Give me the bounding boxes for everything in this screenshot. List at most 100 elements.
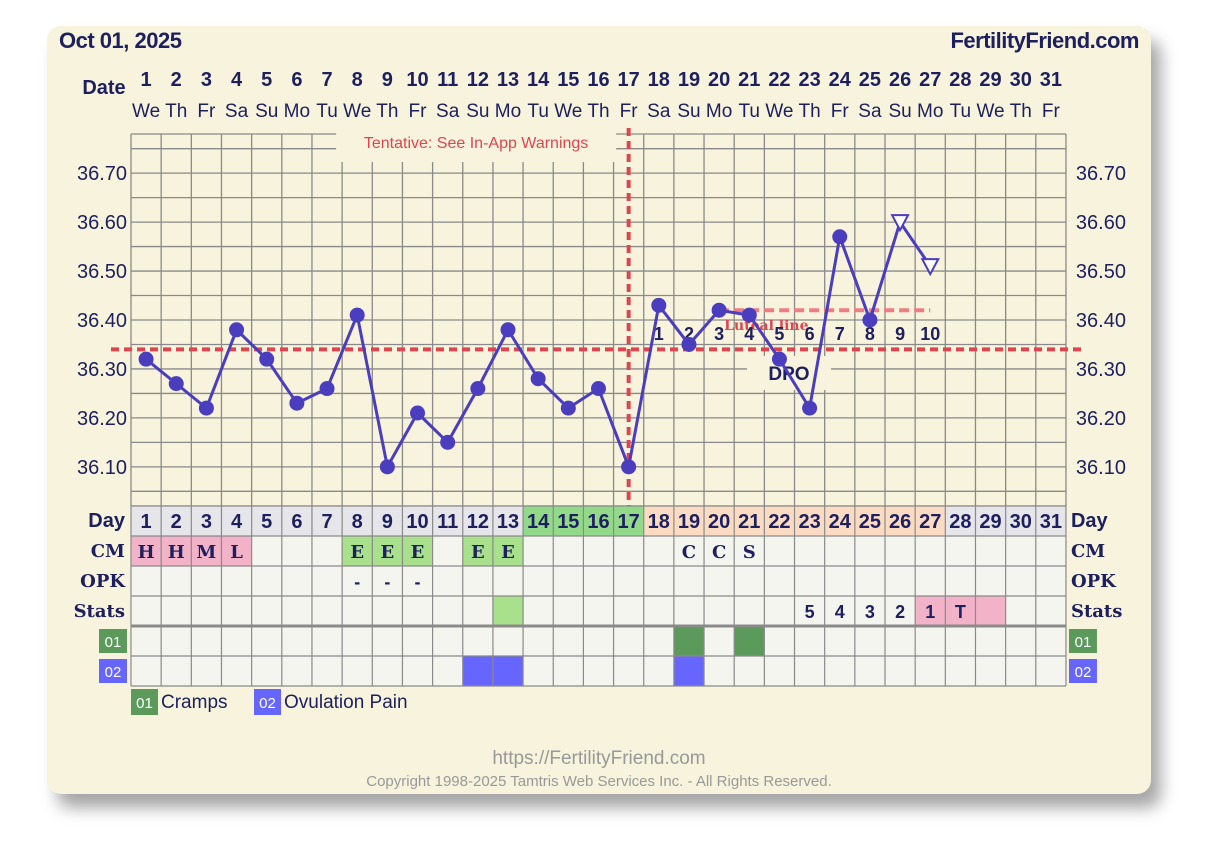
temperature-point <box>681 336 697 352</box>
weekday-label: Sa <box>647 101 671 122</box>
dpo-number: 3 <box>714 324 724 344</box>
row-label-left: OPK <box>80 571 126 592</box>
temperature-point <box>711 302 727 318</box>
weekday-label: We <box>976 101 1004 122</box>
day-cell <box>402 506 433 536</box>
date-number: 1 <box>141 69 152 91</box>
cm-cell <box>161 536 192 566</box>
day-cell <box>704 506 735 536</box>
row-bg <box>131 656 1066 686</box>
cm-value: C <box>682 542 696 563</box>
cycle-day-number: 4 <box>231 511 243 533</box>
cm-value: E <box>501 542 515 563</box>
weekday-label: Mo <box>284 101 310 122</box>
weekday-label: Tu <box>316 101 337 122</box>
day-cell <box>342 506 373 536</box>
date-number: 9 <box>382 69 393 91</box>
y-tick-right: 36.40 <box>1076 310 1126 332</box>
day-cell <box>1005 506 1036 536</box>
legend-code: 02 <box>259 695 276 712</box>
cycle-day-number: 5 <box>261 511 272 533</box>
date-number: 12 <box>467 69 489 91</box>
temperature-point <box>289 395 305 411</box>
cycle-day-number: 16 <box>587 511 609 533</box>
temperature-point <box>138 351 154 367</box>
cycle-day-number: 14 <box>527 511 550 533</box>
dpo-number: 8 <box>865 324 875 344</box>
cycle-day-number: 2 <box>171 511 182 533</box>
date-number: 20 <box>708 69 730 91</box>
day-cell <box>885 506 916 536</box>
row-bg <box>131 626 1066 656</box>
y-tick-right: 36.50 <box>1076 261 1126 283</box>
temperature-point <box>379 459 395 475</box>
cm-value: M <box>196 542 216 563</box>
temperature-point <box>590 381 606 397</box>
bbt-chart: Date 1We2Th3Fr4Sa5Su6Mo7Tu8We9Th10Fr11Sa1… <box>74 69 1126 790</box>
cm-cell <box>221 536 252 566</box>
temperature-point <box>771 351 787 367</box>
legend-badge <box>131 689 158 715</box>
row-bg <box>131 566 1066 596</box>
dpo-number: 5 <box>774 324 784 344</box>
day-cell <box>251 506 282 536</box>
weekday-label: Fr <box>831 101 850 122</box>
day-cell <box>945 506 976 536</box>
y-tick-left: 36.20 <box>77 408 127 430</box>
temperature-point <box>862 312 878 328</box>
stats-value: 4 <box>835 602 845 622</box>
cm-value: C <box>712 542 726 563</box>
day-cell <box>734 506 765 536</box>
y-tick-right: 36.30 <box>1076 359 1126 381</box>
date-row-label: Date <box>82 77 125 99</box>
date-number: 16 <box>587 69 609 91</box>
temperature-point <box>560 400 576 416</box>
cycle-day-number: 27 <box>919 511 941 533</box>
day-cell <box>975 506 1006 536</box>
date-number: 3 <box>201 69 212 91</box>
date-number: 8 <box>352 69 363 91</box>
stats-value: 3 <box>865 602 875 622</box>
cm-value: H <box>138 542 155 563</box>
cycle-day-number: 13 <box>497 511 519 533</box>
y-tick-left: 36.70 <box>77 163 127 185</box>
row-label-right: Day <box>1071 510 1109 532</box>
date-number: 15 <box>557 69 579 91</box>
date-number: 28 <box>949 69 971 91</box>
symptom-badge-left <box>99 659 127 683</box>
date-number: 11 <box>437 69 458 91</box>
y-tick-left: 36.60 <box>77 212 127 234</box>
weekday-label: We <box>343 101 371 122</box>
date-number: 14 <box>527 69 550 91</box>
row-label-left: CM <box>91 541 125 562</box>
day-cell <box>915 506 946 536</box>
y-tick-left: 36.30 <box>77 359 127 381</box>
weekday-label: Fr <box>1042 101 1061 122</box>
symptom-code-left: 02 <box>105 664 122 681</box>
y-tick-left: 36.10 <box>77 457 127 479</box>
weekday-label: Th <box>799 101 821 122</box>
day-cell <box>462 506 493 536</box>
dpo-number: 9 <box>895 324 905 344</box>
cm-value: E <box>471 542 485 563</box>
cycle-day-number: 24 <box>829 511 852 533</box>
row-label-right: OPK <box>1071 571 1117 592</box>
date-number: 30 <box>1010 69 1032 91</box>
date-number: 2 <box>171 69 182 91</box>
legend-label: Ovulation Pain <box>284 692 408 713</box>
temperature-point <box>832 229 848 245</box>
cycle-day-number: 26 <box>889 511 911 533</box>
cycle-day-number: 22 <box>768 511 790 533</box>
date-number: 5 <box>261 69 272 91</box>
site-name: FertilityFriend.com <box>950 28 1139 53</box>
temperature-point <box>530 371 546 387</box>
day-cell <box>613 506 644 536</box>
legend-label: Cramps <box>161 692 228 713</box>
cycle-day-number: 25 <box>859 511 881 533</box>
cycle-day-number: 19 <box>678 511 700 533</box>
cm-value: L <box>230 542 243 563</box>
date-number: 29 <box>979 69 1001 91</box>
luteal-line-label: Luteal line <box>724 318 808 334</box>
date-number: 19 <box>678 69 700 91</box>
weekday-label: Fr <box>620 101 639 122</box>
